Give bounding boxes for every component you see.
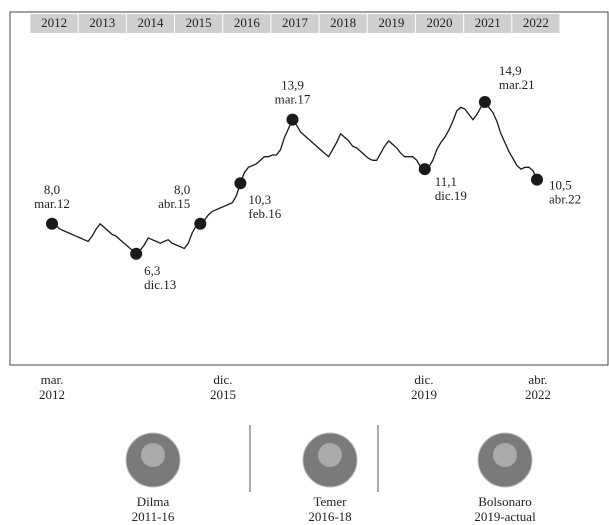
data-point xyxy=(478,96,491,109)
value-label: 13,9 xyxy=(281,78,304,93)
year-cell xyxy=(78,14,126,33)
data-point xyxy=(234,177,247,190)
year-label: 2022 xyxy=(523,15,549,30)
president-name: Bolsonaro xyxy=(478,494,531,509)
value-label: 6,3 xyxy=(144,263,160,278)
year-cell xyxy=(464,14,512,33)
year-label: 2017 xyxy=(282,15,309,30)
point-date: mar.17 xyxy=(275,92,311,107)
president-term: 2011-16 xyxy=(132,509,175,524)
x-axis-label: abr. xyxy=(528,372,547,387)
point-date: feb.16 xyxy=(248,206,281,221)
year-cell xyxy=(271,14,319,33)
data-point xyxy=(286,113,299,126)
year-label: 2021 xyxy=(475,15,501,30)
plot-frame xyxy=(9,11,609,366)
x-axis-label: 2022 xyxy=(525,387,551,402)
year-cell xyxy=(175,14,223,33)
year-label: 2018 xyxy=(330,15,356,30)
year-label: 2015 xyxy=(186,15,212,30)
x-axis-label: dic. xyxy=(213,372,232,387)
point-date: abr.15 xyxy=(158,196,190,211)
value-label: 8,0 xyxy=(174,182,190,197)
year-label: 2019 xyxy=(378,15,404,30)
year-label: 2013 xyxy=(89,15,115,30)
value-label: 10,5 xyxy=(549,178,572,193)
data-point xyxy=(531,173,543,186)
data-point xyxy=(46,217,58,230)
data-point xyxy=(194,217,207,230)
portrait-face xyxy=(318,443,342,467)
point-date: mar.21 xyxy=(499,77,535,92)
year-label: 2014 xyxy=(137,15,164,30)
x-axis-label: 2019 xyxy=(411,387,437,402)
year-cell xyxy=(367,14,415,33)
value-label: 14,9 xyxy=(499,63,522,78)
president-term: 2019-actual xyxy=(474,509,536,524)
president-term: 2016-18 xyxy=(308,509,351,524)
portrait-face xyxy=(493,443,517,467)
year-cell xyxy=(223,14,271,33)
point-date: dic.13 xyxy=(144,277,176,292)
x-axis-label: 2012 xyxy=(39,387,65,402)
point-date: mar.12 xyxy=(34,196,70,211)
x-axis-label: dic. xyxy=(414,372,433,387)
year-label: 2016 xyxy=(234,15,261,30)
value-label: 8,0 xyxy=(44,182,60,197)
year-cell xyxy=(415,14,464,33)
president-name: Dilma xyxy=(137,494,170,509)
year-cell xyxy=(319,14,367,33)
data-point xyxy=(418,163,431,176)
president-name: Temer xyxy=(313,494,347,509)
year-label: 2020 xyxy=(427,15,453,30)
year-cell xyxy=(126,14,175,33)
value-label: 10,3 xyxy=(248,192,271,207)
point-date: abr.22 xyxy=(549,192,581,207)
year-cell xyxy=(512,14,560,33)
value-label: 11,1 xyxy=(435,174,457,189)
portrait-face xyxy=(141,443,165,467)
x-axis-label: 2015 xyxy=(210,387,236,402)
year-label: 2012 xyxy=(41,15,67,30)
x-axis-label: mar. xyxy=(41,372,64,387)
data-point xyxy=(130,247,143,260)
point-date: dic.19 xyxy=(435,188,467,203)
year-cell xyxy=(30,14,78,33)
